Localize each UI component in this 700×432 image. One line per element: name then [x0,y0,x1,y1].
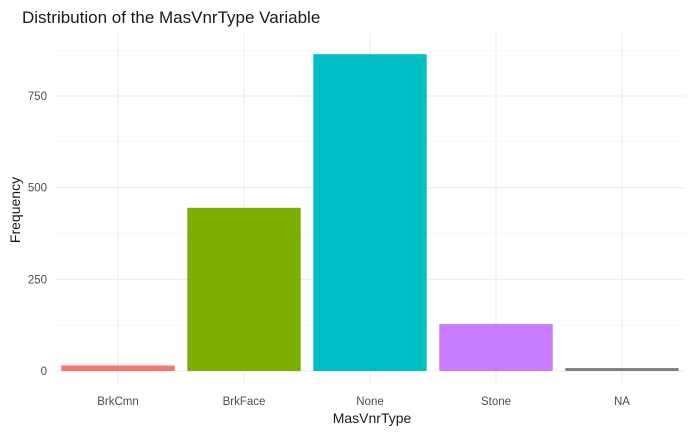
y-axis-label: Frequency [7,177,23,243]
bar-none [313,54,427,371]
y-axis-ticks: 0 250 500 750 [28,91,47,378]
x-tick-label: BrkCmn [97,396,139,408]
bar-stone [439,324,553,371]
x-tick-label: BrkFace [223,396,266,408]
x-axis-ticks: BrkCmn BrkFace None Stone NA [97,396,630,408]
chart-title: Distribution of the MasVnrType Variable [22,8,320,27]
y-tick-label: 750 [28,91,47,103]
y-tick-label: 0 [41,366,47,378]
x-tick-label: NA [614,396,630,408]
y-tick-label: 500 [28,183,47,195]
x-axis-label: MasVnrType [333,410,412,426]
x-tick-label: None [356,396,384,408]
y-tick-label: 250 [28,274,47,286]
x-tick-label: Stone [481,396,511,408]
bar-brkcmn [61,365,175,371]
bar-brkface [187,207,301,371]
bar-na [565,368,679,371]
bars [61,54,679,371]
